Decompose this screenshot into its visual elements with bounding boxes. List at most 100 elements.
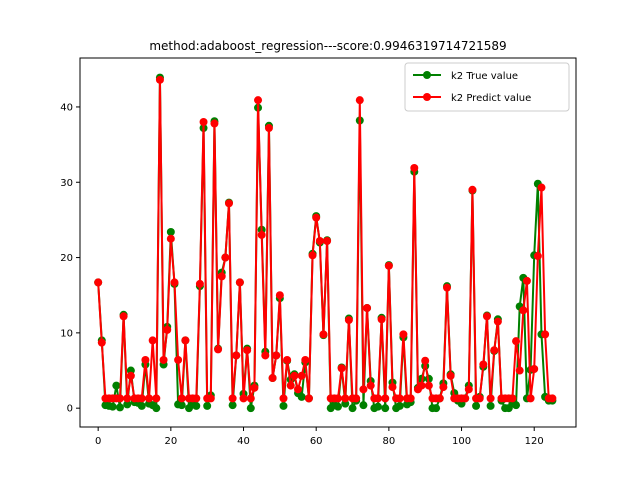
data-point [246,404,255,413]
x-tick-label: 120 [525,436,544,447]
data-point [272,351,281,360]
data-point [512,401,521,410]
data-point [152,394,161,403]
data-point [192,401,201,410]
data-point [275,291,284,300]
data-point [508,394,517,403]
data-point [181,336,190,345]
data-point [297,371,306,380]
y-tick-label: 10 [60,328,73,339]
data-point [475,394,484,403]
data-point [137,401,146,410]
data-point [410,163,419,172]
data-point [486,394,495,403]
data-point [195,279,204,288]
data-point [174,355,183,364]
data-point [94,278,103,287]
data-point [461,394,470,403]
data-point [468,185,477,194]
x-tick-label: 60 [310,436,323,447]
data-point [261,351,270,360]
data-point [333,402,342,411]
data-point [359,401,368,410]
data-point [344,316,353,325]
data-point [417,381,426,390]
data-point [530,365,539,374]
data-point [217,272,226,281]
data-point [333,394,342,403]
data-point [126,371,135,380]
data-point [395,401,404,410]
data-point [97,338,106,347]
data-point [315,236,324,245]
data-point [123,400,132,409]
data-point [177,401,186,410]
data-point [337,364,346,373]
data-point [152,404,161,413]
series-predict-value [94,75,557,403]
data-point [366,381,375,390]
data-point [446,371,455,380]
data-point [239,394,248,403]
x-axis: 0 20 40 60 80 100 120 [95,427,544,447]
data-point [246,394,255,403]
x-tick-label: 20 [164,436,177,447]
data-point [257,230,266,239]
data-point [250,383,259,392]
data-point [341,394,350,403]
data-point [228,401,237,410]
legend-label: k2 True value [451,71,518,82]
data-point [283,355,292,364]
data-point [348,404,357,413]
data-point [145,394,154,403]
data-point [319,330,328,339]
data-point [297,392,306,401]
data-point [493,317,502,326]
data-point [304,394,313,403]
data-point [108,402,117,411]
legend-marker [423,93,431,101]
data-point [537,183,546,192]
data-point [522,276,531,285]
chart-title: method:adaboost_regression---score:0.994… [149,39,506,53]
data-point [155,75,164,84]
data-point [312,213,321,222]
data-point [439,383,448,392]
data-point [206,394,215,403]
data-point [221,253,230,262]
data-point [203,401,212,410]
data-point [482,312,491,321]
data-point [424,381,433,390]
data-point [279,394,288,403]
data-point [115,403,124,412]
data-point [363,304,372,313]
data-point [268,374,277,383]
data-point [228,394,237,403]
data-point [533,252,542,261]
data-point [486,401,495,410]
data-point [512,337,521,346]
data-point [435,394,444,403]
x-tick-label: 80 [382,436,395,447]
data-point [294,385,303,394]
data-point [515,366,524,375]
data-point [395,394,404,403]
data-point [388,383,397,392]
legend: k2 True value k2 Predict value [404,62,570,112]
data-point [210,119,219,128]
data-point [170,278,179,287]
data-point [141,355,150,364]
data-point [148,336,157,345]
data-point [443,283,451,292]
data-point [490,346,499,355]
data-point [421,356,430,365]
data-point [224,199,233,208]
data-point [177,394,186,403]
data-point [399,330,408,339]
data-point [123,394,132,403]
data-point [264,124,273,133]
y-tick-label: 0 [67,404,73,415]
data-point [384,261,393,270]
y-tick-label: 40 [60,102,73,113]
